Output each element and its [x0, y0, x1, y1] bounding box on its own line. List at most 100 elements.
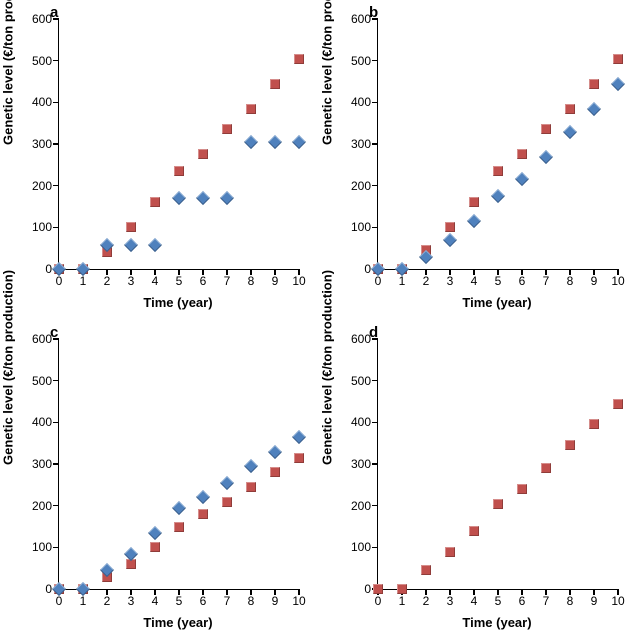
x-tick-label: 2	[423, 274, 430, 288]
y-tick-label: 0	[22, 262, 52, 276]
diamond-marker	[587, 102, 601, 116]
x-tick-label: 4	[152, 274, 159, 288]
square-marker	[198, 149, 208, 159]
x-tick-label: 6	[200, 274, 207, 288]
square-marker	[397, 584, 407, 594]
y-tick	[53, 338, 59, 340]
diamond-marker	[172, 501, 186, 515]
y-tick-label: 600	[341, 12, 371, 26]
square-marker	[517, 149, 527, 159]
x-tick-label: 3	[447, 594, 454, 608]
square-marker	[613, 399, 623, 409]
square-marker	[270, 467, 280, 477]
x-tick-label: 10	[611, 594, 624, 608]
y-tick-label: 300	[341, 137, 371, 151]
diamond-marker	[292, 135, 306, 149]
square-marker	[174, 522, 184, 532]
y-axis-title: Genetic level (€/ton production)	[1, 270, 16, 465]
square-marker	[493, 499, 503, 509]
y-tick-label: 300	[341, 457, 371, 471]
diamond-marker	[292, 430, 306, 444]
diamond-marker	[443, 233, 457, 247]
y-tick-label: 500	[22, 54, 52, 68]
diamond-marker	[515, 172, 529, 186]
y-tick-label: 100	[341, 220, 371, 234]
y-tick	[372, 227, 378, 229]
y-tick	[53, 143, 59, 145]
x-tick-label: 10	[611, 274, 624, 288]
y-tick	[53, 18, 59, 20]
square-marker	[565, 104, 575, 114]
panel-b: b Genetic level (€/ton production) Time …	[319, 0, 638, 320]
diamond-marker	[220, 191, 234, 205]
y-tick	[372, 18, 378, 20]
square-marker	[541, 463, 551, 473]
diamond-marker	[148, 238, 162, 252]
square-marker	[294, 54, 304, 64]
y-tick	[372, 422, 378, 424]
diamond-marker	[244, 135, 258, 149]
x-tick-label: 6	[200, 594, 207, 608]
y-tick	[372, 143, 378, 145]
y-axis-title: Genetic level (€/ton production)	[320, 0, 335, 145]
y-tick-label: 0	[22, 582, 52, 596]
x-tick-label: 9	[272, 274, 279, 288]
y-tick	[372, 60, 378, 62]
plot-area-c: 0100200300400500600012345678910	[58, 340, 298, 590]
square-marker	[589, 79, 599, 89]
diamond-marker	[148, 526, 162, 540]
y-tick-label: 500	[341, 54, 371, 68]
y-tick-label: 600	[341, 332, 371, 346]
square-marker	[270, 79, 280, 89]
diamond-marker	[220, 476, 234, 490]
square-marker	[517, 484, 527, 494]
x-tick-label: 2	[104, 274, 111, 288]
square-marker	[421, 565, 431, 575]
y-tick	[53, 60, 59, 62]
y-tick-label: 600	[22, 12, 52, 26]
y-tick-label: 200	[22, 499, 52, 513]
square-marker	[445, 547, 455, 557]
plot-area-b: 0100200300400500600012345678910	[377, 20, 617, 270]
diamond-marker	[268, 135, 282, 149]
y-tick	[53, 227, 59, 229]
panel-a: a Genetic level (€/ton production) Time …	[0, 0, 319, 320]
square-marker	[445, 222, 455, 232]
square-marker	[150, 197, 160, 207]
x-tick-label: 6	[519, 274, 526, 288]
y-tick	[372, 338, 378, 340]
x-tick-label: 8	[248, 274, 255, 288]
diamond-marker	[491, 189, 505, 203]
x-tick-label: 7	[224, 594, 231, 608]
square-marker	[222, 124, 232, 134]
x-axis-title: Time (year)	[377, 295, 617, 310]
y-tick-label: 100	[341, 540, 371, 554]
panel-c: c Genetic level (€/ton production) Time …	[0, 320, 319, 640]
x-tick-label: 7	[543, 274, 550, 288]
diamond-marker	[467, 214, 481, 228]
plot-area-d: 0100200300400500600012345678910	[377, 340, 617, 590]
square-marker	[294, 453, 304, 463]
x-tick-label: 0	[56, 594, 63, 608]
diamond-marker	[244, 459, 258, 473]
x-tick-label: 4	[471, 274, 478, 288]
y-tick-label: 400	[22, 415, 52, 429]
y-tick-label: 400	[22, 95, 52, 109]
x-tick-label: 8	[567, 594, 574, 608]
y-tick	[372, 463, 378, 465]
y-tick-label: 600	[22, 332, 52, 346]
y-tick-label: 300	[22, 137, 52, 151]
y-tick	[53, 185, 59, 187]
x-tick-label: 10	[292, 274, 305, 288]
panel-d: d Genetic level (€/ton production) Time …	[319, 320, 638, 640]
y-tick	[372, 185, 378, 187]
square-marker	[469, 197, 479, 207]
y-tick-label: 100	[22, 220, 52, 234]
y-tick	[53, 505, 59, 507]
x-tick-label: 4	[471, 594, 478, 608]
x-tick-label: 0	[375, 274, 382, 288]
square-marker	[246, 104, 256, 114]
x-tick-label: 1	[80, 594, 87, 608]
x-tick-label: 9	[591, 594, 598, 608]
x-axis-title: Time (year)	[58, 615, 298, 630]
